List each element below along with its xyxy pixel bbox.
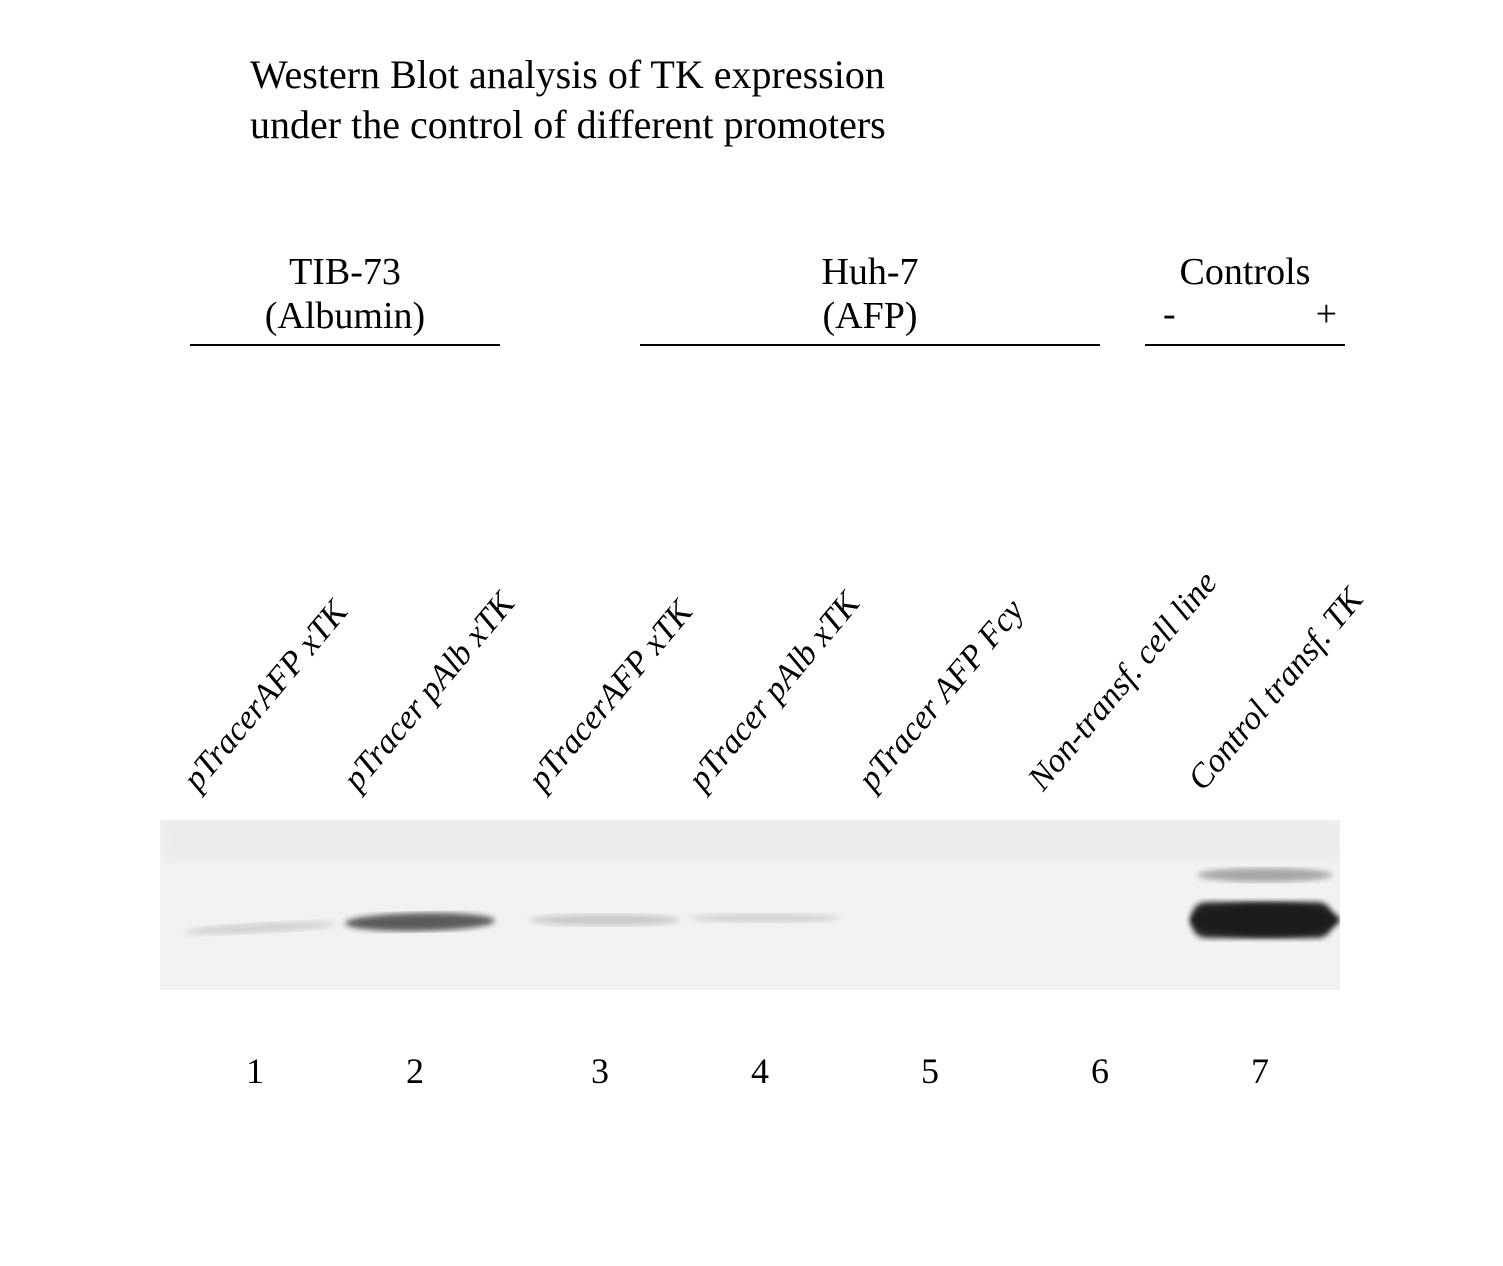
blot-svg <box>160 820 1340 990</box>
lane-label-2: pTracer pAlb xTK <box>336 585 523 798</box>
band-lane-3 <box>530 915 680 926</box>
lane-label-4: pTracer pAlb xTK <box>681 585 868 798</box>
group-huh7-underline <box>640 344 1100 346</box>
band-lane-7-main <box>1192 902 1332 938</box>
western-blot-image <box>160 820 1340 990</box>
lane-number-1: 1 <box>235 1050 275 1092</box>
lane-label-3: pTracerAFP xTK <box>521 594 701 798</box>
title-line-1: Western Blot analysis of TK expression <box>250 50 886 100</box>
group-tib73-underline <box>190 344 500 346</box>
group-huh7-line2: (AFP) <box>640 294 1100 338</box>
figure-title: Western Blot analysis of TK expression u… <box>250 50 886 150</box>
lane-number-6: 6 <box>1080 1050 1120 1092</box>
lane-number-5: 5 <box>910 1050 950 1092</box>
band-lane-7-upper <box>1198 868 1333 882</box>
group-tib73-line2: (Albumin) <box>190 294 500 338</box>
lane-label-5: pTracer AFP Fcy <box>851 592 1032 798</box>
lane-number-2: 2 <box>395 1050 435 1092</box>
lane-label-1: pTracerAFP xTK <box>176 594 356 798</box>
group-tib73-line1: TIB-73 <box>190 250 500 294</box>
group-controls: Controls <box>1145 250 1345 294</box>
lane-labels: pTracerAFP xTKpTracer pAlb xTKpTracerAFP… <box>160 410 1360 770</box>
title-line-2: under the control of different promoters <box>250 100 886 150</box>
group-tib73: TIB-73 (Albumin) <box>190 250 500 346</box>
group-huh7-line1: Huh-7 <box>640 250 1100 294</box>
group-controls-label: Controls <box>1145 250 1345 294</box>
lane-number-4: 4 <box>740 1050 780 1092</box>
lane-number-7: 7 <box>1240 1050 1280 1092</box>
lane-label-7: Control transf. TK <box>1181 581 1371 798</box>
band-lane-4 <box>690 914 840 923</box>
controls-minus: - <box>1163 292 1176 336</box>
controls-plus: + <box>1316 292 1337 336</box>
blot-top-shade <box>160 820 1340 860</box>
group-controls-underline <box>1145 344 1345 346</box>
group-huh7: Huh-7 (AFP) <box>640 250 1100 346</box>
lane-number-3: 3 <box>580 1050 620 1092</box>
controls-plus-minus: - + <box>1145 292 1355 336</box>
